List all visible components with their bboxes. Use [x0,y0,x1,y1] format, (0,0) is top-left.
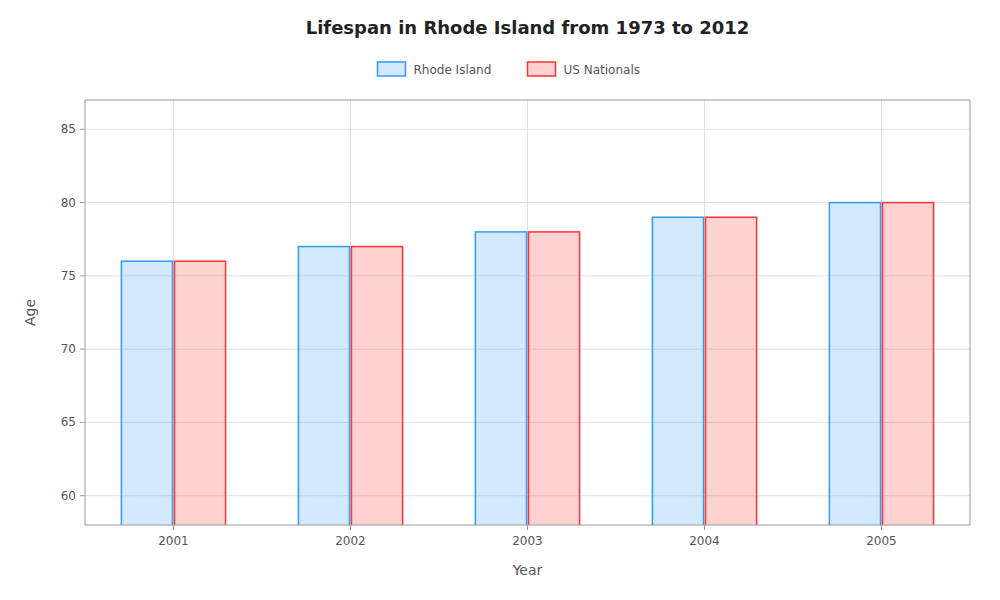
x-tick [173,525,174,530]
bar [829,203,880,525]
bars [121,203,933,525]
legend-swatch [378,62,406,76]
x-tick [527,525,528,530]
y-tick-label: 70 [61,342,76,356]
page: {"chart_data": {"type": "bar", "title": … [0,0,1000,600]
bar [475,232,526,525]
bar [121,261,172,525]
x-tick-label: 2001 [158,534,189,548]
x-tick-label: 2002 [335,534,366,548]
y-tick [80,202,85,203]
bar [529,232,580,525]
chart: Lifespan in Rhode Island from 1973 to 20… [0,0,1000,600]
x-tick [350,525,351,530]
bar [298,247,349,525]
legend-label: US Nationals [564,63,640,77]
bar [175,261,226,525]
y-tick [80,495,85,496]
y-tick [80,349,85,350]
y-tick [80,422,85,423]
x-tick-label: 2003 [512,534,543,548]
y-tick [80,129,85,130]
y-tick [80,275,85,276]
legend-swatch [528,62,556,76]
bar [883,203,934,525]
plot-frame [85,100,970,525]
y-axis-label: Age [22,299,38,326]
bar [352,247,403,525]
y-tick-label: 80 [61,196,76,210]
y-tick-label: 85 [61,122,76,136]
x-tick [881,525,882,530]
bar [652,217,703,525]
legend: Rhode Island US Nationals [378,62,640,77]
title: Lifespan in Rhode Island from 1973 to 20… [306,17,750,38]
x-tick-label: 2004 [689,534,720,548]
x-axis-label: Year [512,562,543,578]
chart-container: Lifespan in Rhode Island from 1973 to 20… [0,0,1000,600]
y-tick-label: 65 [61,415,76,429]
x-tick-label: 2005 [866,534,897,548]
x-tick [704,525,705,530]
legend-label: Rhode Island [414,63,492,77]
y-tick-label: 75 [61,269,76,283]
y-tick-label: 60 [61,489,76,503]
bar [706,217,757,525]
